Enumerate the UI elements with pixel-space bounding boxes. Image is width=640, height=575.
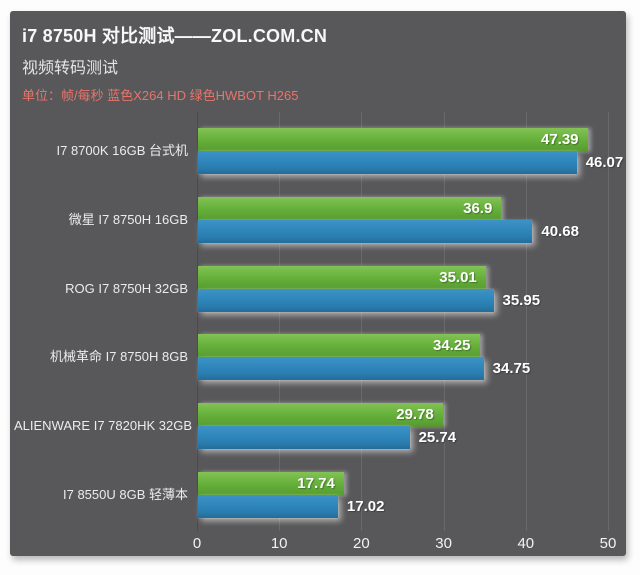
axis-tick-label: 20 [353,535,370,552]
h265-value-label: 34.25 [432,337,471,355]
gridline [608,112,609,531]
category-label: I7 8700K 16GB 台式机 [56,143,188,158]
gridline [525,112,527,531]
axis-baseline [197,112,198,531]
h265-value-label: 47.39 [540,131,579,148]
h265-bar: 36.9 [198,196,502,221]
gridline [279,112,281,531]
x264-value-label: 35.95 [502,291,541,309]
x264-value-label: 34.75 [492,360,531,378]
x264-value-label: 17.02 [346,498,385,515]
category-label: ROG I7 8750H 32GB [65,280,188,296]
x264-value-label: 46.07 [585,154,624,171]
x264-bar [198,426,410,450]
h265-bar: 29.78 [198,403,443,428]
gridline [361,112,363,531]
plot-area: 0 10 20 30 40 50 I7 8700K 16GB 台式机 47.39 46.07 微星… [10,11,626,556]
category-label: 机械革命 I7 8750H 8GB [50,349,188,365]
x264-bar [198,357,484,381]
chart-subtitle: 视频转码测试 [22,60,119,77]
x264-value-label: 25.74 [418,429,457,447]
axis-tick-label: 30 [435,535,452,552]
h265-bar: 34.25 [198,334,480,359]
h265-value-label: 36.9 [463,199,493,217]
x264-value-label: 40.68 [541,222,579,240]
unit-legend: 单位：帧/每秒 蓝色X264 HD 绿色HWBOT H265 [22,88,299,103]
x264-bar [198,151,577,174]
h265-bar: 35.01 [198,265,486,290]
axis-tick-label: 40 [517,535,535,552]
x264-bar [198,288,494,312]
h265-bar: 17.74 [198,472,344,496]
category-label: ALIENWARE I7 7820HK 32GB [14,418,192,434]
axis-tick-label: 0 [192,535,202,552]
axis-tick-label: 50 [599,535,617,552]
h265-value-label: 35.01 [439,268,477,286]
axis-tick-label: 10 [270,535,288,552]
h265-value-label: 17.74 [297,475,335,492]
chart-panel: i7 8750H 对比测试——ZOL.COM.CN 视频转码测试 单位：帧/每秒… [10,11,626,556]
x264-bar [198,219,533,243]
page-title: i7 8750H 对比测试——ZOL.COM.CN [22,26,328,46]
category-label: 微星 I7 8750H 16GB [68,211,188,227]
x264-bar [198,495,338,518]
gridline [443,112,445,531]
h265-value-label: 29.78 [396,406,434,424]
category-label: I7 8550U 8GB 轻薄本 [63,487,188,502]
h265-bar: 47.39 [198,128,588,152]
